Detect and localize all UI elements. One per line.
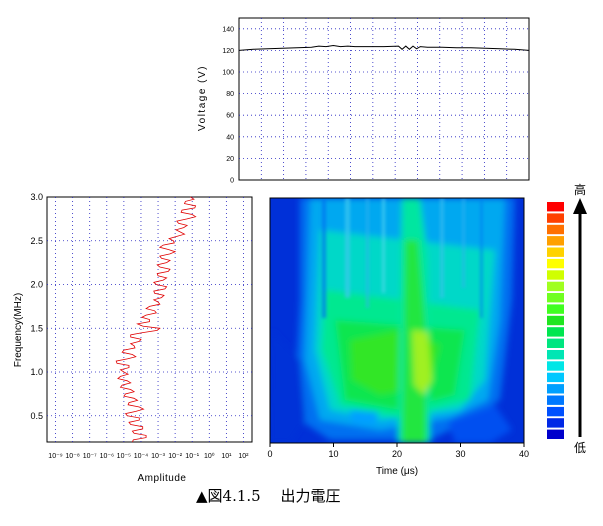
colorbar-swatch	[547, 202, 564, 212]
voltage-y-axis-label: Voltage (V)	[197, 65, 208, 131]
spectrum-x-tick-label: 10⁻⁴	[134, 453, 149, 460]
spectrum-x-ticks: 10⁻⁹ 10⁻⁸ 10⁻⁷ 10⁻⁶ 10⁻⁵ 10⁻⁴ 10⁻³ 10⁻² 10⁻¹ 10⁰ 1…	[48, 452, 249, 460]
colorbar-swatch	[547, 384, 564, 394]
spectrum-x-tick-label: 10⁻⁷	[83, 453, 97, 460]
figure-caption: ▲図4.1.5 出力電圧	[196, 487, 340, 505]
voltage-series-line	[238, 44, 530, 51]
colorbar	[547, 202, 564, 439]
spectrum-series-line	[115, 196, 197, 443]
colorbar-swatch	[547, 213, 564, 223]
spectrum-x-tick-label: 10⁻⁶	[100, 453, 114, 460]
colorbar-swatch	[547, 315, 564, 326]
spectrum-x-tick-label: 10²	[238, 453, 249, 460]
spectrum-x-axis-label: Amplitude	[138, 473, 187, 484]
colorbar-swatch	[547, 350, 564, 360]
colorbar-swatch	[547, 224, 564, 235]
colorbar-swatch	[547, 236, 564, 246]
heatmap-x-tick-label: 10	[328, 449, 338, 459]
spectrum-y-ticks: 0.5 1.0 1.5 2.0 2.5 3.0	[30, 192, 43, 421]
spectrum-x-tick-label: 10⁻⁵	[117, 453, 131, 460]
voltage-y-tick-label: 40	[226, 134, 234, 141]
heatmap-x-tick-label: 40	[519, 449, 529, 459]
spectrum-x-tick-label: 10⁻²	[168, 453, 182, 460]
colorbar-swatch	[547, 418, 564, 428]
voltage-grid	[239, 18, 529, 180]
spectrum-y-tick-label: 2.5	[30, 236, 43, 246]
heatmap-streaks	[322, 198, 483, 318]
spectrum-x-tick-label: 10⁻³	[151, 453, 165, 460]
colorbar-arrow	[573, 198, 587, 437]
voltage-y-tick-label: 0	[230, 178, 234, 185]
voltage-y-tick-label: 140	[222, 26, 234, 33]
heatmap-field	[270, 198, 515, 443]
spectrum-x-tick-label: 10⁰	[204, 452, 215, 460]
spectrum-y-tick-label: 2.0	[30, 280, 43, 290]
colorbar-swatch	[547, 258, 564, 269]
voltage-y-tick-label: 100	[222, 70, 234, 77]
heatmap-x-axis-label: Time (μs)	[376, 466, 418, 477]
voltage-chart: 0 20 40 60 80 100 120 140 Voltage (V)	[197, 17, 530, 185]
heatmap-x-tick-label: 0	[267, 449, 272, 459]
heatmap-x-tick-label: 20	[392, 449, 402, 459]
spectrum-x-tick-label: 10⁻¹	[185, 453, 199, 460]
spectrum-y-tick-label: 1.0	[30, 367, 43, 377]
voltage-y-tick-label: 120	[222, 48, 234, 55]
heatmap-x-tick-label: 30	[455, 449, 465, 459]
spectrum-x-tick-label: 10¹	[221, 453, 232, 460]
colorbar-swatch	[547, 372, 564, 383]
colorbar-swatch	[547, 247, 564, 257]
colorbar-swatch	[547, 338, 564, 348]
voltage-y-ticks: 0 20 40 60 80 100 120 140	[222, 26, 234, 184]
colorbar-swatch	[547, 304, 564, 314]
voltage-y-tick-label: 60	[226, 113, 234, 120]
heatmap-x-ticks: 0 10 20 30 40	[267, 443, 529, 459]
spectrum-y-tick-label: 1.5	[30, 323, 43, 333]
spectrum-x-tick-label: 10⁻⁸	[65, 453, 79, 460]
colorbar-swatch	[547, 429, 564, 439]
spectrum-y-tick-label: 0.5	[30, 411, 43, 421]
colorbar-swatch	[547, 361, 564, 371]
time-frequency-heatmap: 0 10 20 30 40 Time (μs)	[267, 197, 529, 477]
spectrum-y-tick-label: 3.0	[30, 192, 43, 202]
colorbar-low-label: 低	[574, 441, 586, 455]
colorbar-swatch	[547, 395, 564, 405]
colorbar-swatch	[547, 270, 564, 280]
colorbar-swatch	[547, 293, 564, 303]
voltage-y-tick-label: 80	[226, 91, 234, 98]
spectrum-x-tick-label: 10⁻⁹	[48, 453, 62, 460]
colorbar-high-label: 高	[574, 182, 586, 197]
colorbar-swatch	[547, 327, 564, 337]
colorbar-swatch	[547, 281, 564, 292]
colorbar-swatch	[547, 406, 564, 417]
spectrum-grid	[47, 197, 252, 442]
voltage-plot-frame	[238, 17, 530, 181]
amplitude-spectrum-chart: 0.51.01.52.02.53.0 10⁻⁹ 10⁻⁸ 10⁻⁷ 10⁻⁶ 10⁻⁵ 1…	[13, 192, 253, 484]
voltage-y-tick-label: 20	[226, 156, 234, 163]
spectrum-y-axis-label: Frequency(MHz)	[13, 293, 24, 367]
